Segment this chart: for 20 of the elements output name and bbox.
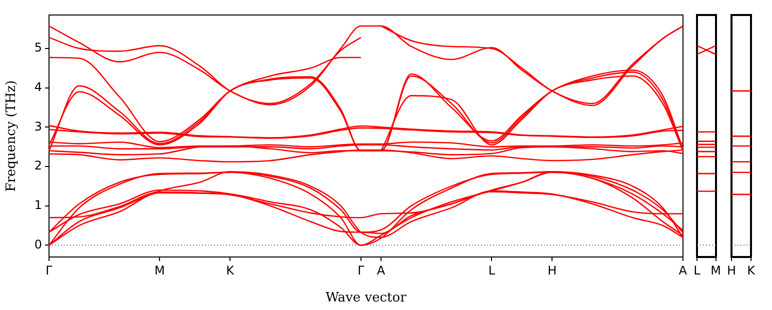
x-tick-label: L bbox=[694, 263, 701, 278]
x-tick-label: K bbox=[747, 263, 756, 278]
y-tick-label: 3 bbox=[34, 119, 42, 134]
x-tick-label: Γ bbox=[46, 263, 53, 278]
y-tick-label: 2 bbox=[34, 158, 42, 173]
x-tick-label: M bbox=[154, 263, 165, 278]
y-axis-title: Frequency (THz) bbox=[4, 80, 20, 192]
y-tick-label: 0 bbox=[34, 237, 42, 252]
y-tick-label: 5 bbox=[34, 40, 42, 55]
x-tick-label: A bbox=[376, 263, 386, 278]
x-tick-label: Γ bbox=[358, 263, 365, 278]
x-tick-label: H bbox=[726, 263, 736, 278]
y-tick-label: 1 bbox=[34, 198, 42, 212]
x-tick-label: L bbox=[488, 263, 496, 278]
x-tick-label: A bbox=[678, 263, 688, 278]
y-tick-label: 4 bbox=[34, 80, 42, 94]
x-tick-label: H bbox=[548, 263, 557, 278]
x-tick-label: K bbox=[226, 263, 236, 278]
x-tick-label: M bbox=[710, 263, 722, 278]
x-axis-title: Wave vector bbox=[326, 290, 408, 306]
